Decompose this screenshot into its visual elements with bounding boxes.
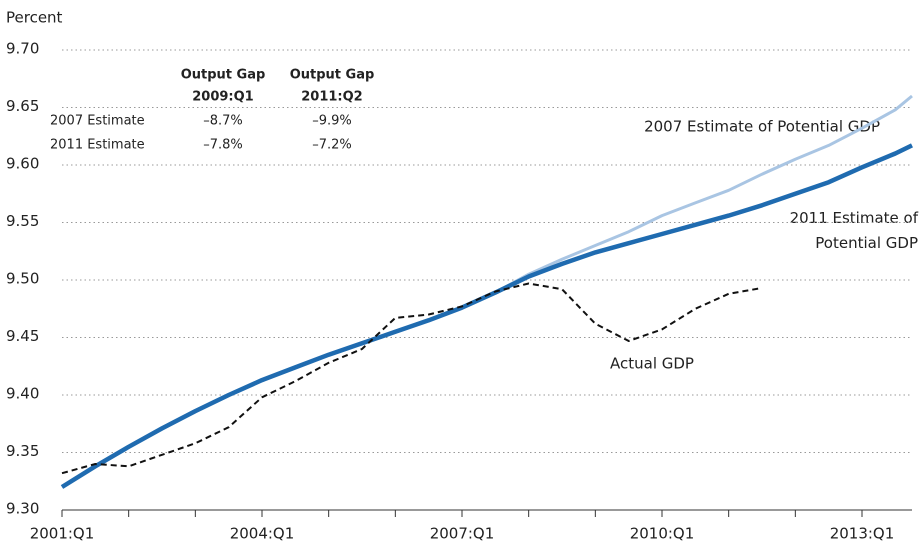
series-line: [61, 94, 913, 489]
series-line: [61, 282, 763, 475]
y-axis-label: Percent: [6, 9, 63, 27]
y-tick-label: 9.60: [6, 155, 39, 173]
x-tick-label: 2010:Q1: [630, 525, 695, 543]
x-tick-label: 2007:Q1: [430, 525, 495, 543]
table-cell: –7.8%: [203, 138, 243, 153]
series-label: 2011 Estimate of Potential GDP: [790, 209, 919, 252]
table-row-label: 2011 Estimate: [50, 138, 145, 153]
y-tick-label: 9.35: [6, 442, 39, 460]
table-row-label: 2007 Estimate: [50, 114, 145, 129]
x-tick-label: 2004:Q1: [230, 525, 295, 543]
output-gap-table: Output Gap 2009:Q1 Output Gap 2011:Q2 20…: [50, 68, 374, 153]
y-tick-label: 9.65: [6, 97, 39, 115]
series-label: Actual GDP: [610, 355, 694, 373]
y-tick-label: 9.40: [6, 385, 39, 403]
table-cell: –8.7%: [203, 114, 243, 129]
y-tick-label: 9.30: [6, 500, 39, 518]
y-tick-label: 9.55: [6, 212, 39, 230]
table-header: 2009:Q1: [192, 90, 253, 105]
table-header: 2011:Q2: [301, 90, 362, 105]
x-tick-label: 2013:Q1: [830, 525, 895, 543]
table-header: Output Gap: [290, 68, 375, 83]
table-header: Output Gap: [181, 68, 266, 83]
y-tick-label: 9.70: [6, 40, 39, 58]
x-tick-label: 2001:Q1: [30, 525, 95, 543]
series-label: 2007 Estimate of Potential GDP: [644, 118, 880, 136]
table-cell: –7.2%: [312, 138, 352, 153]
series-line: [60, 143, 913, 489]
y-tick-label: 9.50: [6, 270, 39, 288]
y-tick-label: 9.45: [6, 327, 39, 345]
table-cell: –9.9%: [312, 114, 352, 129]
